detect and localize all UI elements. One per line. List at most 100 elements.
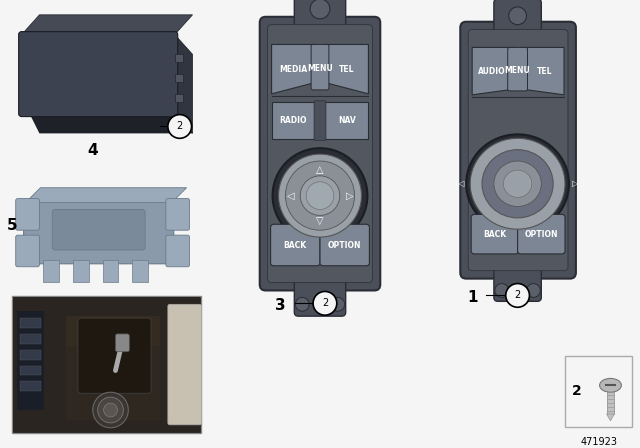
- Circle shape: [509, 7, 527, 25]
- Circle shape: [93, 392, 129, 428]
- FancyBboxPatch shape: [471, 215, 518, 254]
- Ellipse shape: [504, 170, 532, 198]
- FancyBboxPatch shape: [24, 201, 174, 264]
- Bar: [66, 316, 160, 346]
- FancyBboxPatch shape: [294, 274, 346, 316]
- Ellipse shape: [470, 138, 565, 229]
- Circle shape: [313, 292, 337, 315]
- Text: ▷: ▷: [346, 190, 353, 201]
- Text: OPTION: OPTION: [525, 230, 558, 239]
- Text: NAV: NAV: [338, 116, 356, 125]
- Polygon shape: [271, 102, 317, 139]
- FancyBboxPatch shape: [311, 44, 329, 90]
- Circle shape: [313, 297, 327, 311]
- FancyBboxPatch shape: [166, 198, 189, 230]
- Text: 2: 2: [572, 384, 582, 398]
- Bar: [20, 381, 42, 391]
- Polygon shape: [607, 414, 614, 421]
- Circle shape: [310, 0, 330, 19]
- Text: TEL: TEL: [536, 67, 552, 76]
- Text: RADIO: RADIO: [280, 116, 307, 125]
- Circle shape: [306, 182, 334, 210]
- Circle shape: [285, 161, 355, 230]
- FancyBboxPatch shape: [508, 47, 527, 91]
- Circle shape: [495, 284, 509, 297]
- Polygon shape: [175, 34, 193, 134]
- Bar: [132, 260, 148, 282]
- FancyBboxPatch shape: [494, 0, 541, 39]
- Text: 4: 4: [88, 143, 98, 158]
- Polygon shape: [323, 102, 369, 139]
- Ellipse shape: [482, 150, 553, 218]
- Polygon shape: [520, 47, 564, 95]
- FancyBboxPatch shape: [16, 235, 40, 267]
- Bar: [175, 54, 182, 62]
- Text: BACK: BACK: [284, 241, 307, 250]
- Text: TEL: TEL: [339, 65, 355, 73]
- Circle shape: [506, 284, 529, 307]
- Text: 3: 3: [275, 298, 286, 313]
- Circle shape: [527, 284, 540, 297]
- FancyBboxPatch shape: [78, 318, 151, 393]
- FancyBboxPatch shape: [468, 30, 568, 271]
- Text: 2: 2: [177, 121, 183, 131]
- Text: 471923: 471923: [580, 437, 617, 447]
- Bar: [66, 316, 160, 420]
- Polygon shape: [472, 47, 516, 95]
- Bar: [565, 356, 632, 427]
- Circle shape: [511, 284, 525, 297]
- FancyBboxPatch shape: [268, 25, 372, 283]
- FancyBboxPatch shape: [320, 224, 369, 266]
- Text: 2: 2: [322, 298, 328, 308]
- Text: 1: 1: [467, 290, 477, 306]
- Text: MEDIA: MEDIA: [279, 65, 307, 73]
- Ellipse shape: [600, 379, 621, 392]
- Text: ◁: ◁: [457, 179, 463, 188]
- Circle shape: [295, 297, 309, 311]
- Text: 2: 2: [515, 290, 521, 301]
- Text: OPTION: OPTION: [328, 241, 362, 250]
- FancyBboxPatch shape: [294, 0, 346, 34]
- Bar: [20, 318, 42, 328]
- Bar: [175, 94, 182, 102]
- Text: BACK: BACK: [483, 230, 506, 239]
- FancyBboxPatch shape: [460, 22, 576, 279]
- Text: ◁: ◁: [287, 190, 294, 201]
- FancyBboxPatch shape: [166, 235, 189, 267]
- Bar: [20, 350, 42, 360]
- Ellipse shape: [466, 134, 569, 233]
- Polygon shape: [26, 188, 187, 202]
- Text: AUDIO: AUDIO: [478, 67, 506, 76]
- FancyBboxPatch shape: [115, 334, 129, 352]
- FancyBboxPatch shape: [314, 101, 326, 140]
- Circle shape: [273, 148, 367, 243]
- FancyBboxPatch shape: [494, 264, 541, 302]
- Text: △: △: [316, 165, 324, 175]
- Text: MENU: MENU: [307, 64, 333, 73]
- Circle shape: [104, 403, 118, 417]
- FancyBboxPatch shape: [52, 210, 145, 250]
- Bar: [20, 366, 42, 375]
- Circle shape: [98, 397, 124, 423]
- Text: ▽: ▽: [316, 216, 324, 226]
- FancyBboxPatch shape: [260, 17, 380, 290]
- FancyBboxPatch shape: [16, 198, 40, 230]
- FancyBboxPatch shape: [19, 32, 178, 116]
- FancyBboxPatch shape: [518, 215, 565, 254]
- Text: ▷: ▷: [572, 179, 578, 188]
- Text: 5: 5: [6, 218, 17, 233]
- FancyBboxPatch shape: [271, 224, 320, 266]
- Circle shape: [300, 176, 340, 215]
- Bar: [12, 297, 202, 433]
- FancyBboxPatch shape: [168, 304, 202, 425]
- Bar: [17, 311, 44, 410]
- Bar: [20, 334, 42, 344]
- Bar: [102, 260, 118, 282]
- Bar: [44, 260, 59, 282]
- Circle shape: [278, 154, 362, 237]
- Bar: [607, 392, 614, 414]
- Polygon shape: [22, 15, 193, 34]
- Polygon shape: [271, 44, 317, 94]
- Circle shape: [331, 297, 345, 311]
- Bar: [13, 297, 200, 432]
